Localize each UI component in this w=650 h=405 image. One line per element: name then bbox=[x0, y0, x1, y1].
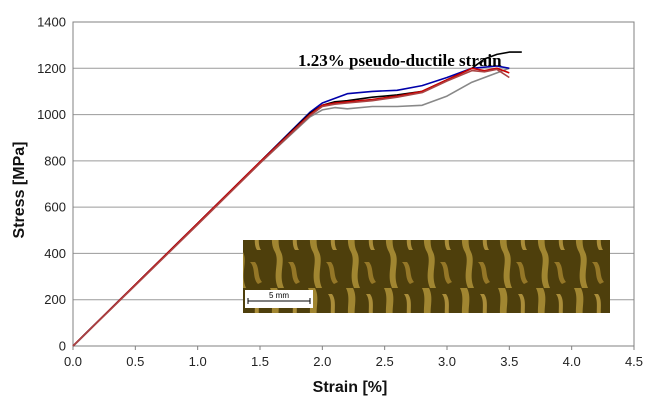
pseudo-ductile-annotation: 1.23% pseudo-ductile strain bbox=[298, 51, 502, 70]
x-tick-label: 1.0 bbox=[189, 354, 207, 369]
scale-bar-label: 5 mm bbox=[269, 291, 289, 300]
x-tick-label: 1.5 bbox=[251, 354, 269, 369]
scale-bar-box bbox=[245, 290, 313, 308]
specimen-inset: 5 mm bbox=[243, 240, 610, 313]
x-tick-label: 2.5 bbox=[376, 354, 394, 369]
plot-area bbox=[72, 21, 635, 347]
x-axis-title: Strain [%] bbox=[313, 379, 388, 396]
x-tick-label: 0.0 bbox=[64, 354, 82, 369]
y-tick-label: 1000 bbox=[37, 107, 66, 122]
y-tick-label: 800 bbox=[44, 153, 66, 168]
x-tick-label: 3.0 bbox=[438, 354, 456, 369]
y-tick-label: 600 bbox=[44, 200, 66, 215]
y-tick-label: 1400 bbox=[37, 15, 66, 30]
series-line-3 bbox=[72, 67, 510, 347]
x-tick-label: 4.5 bbox=[625, 354, 643, 369]
y-tick-label: 1200 bbox=[37, 61, 66, 76]
y-axis-title: Stress [MPa] bbox=[11, 142, 28, 239]
series-line-4 bbox=[72, 68, 510, 347]
x-tick-label: 0.5 bbox=[126, 354, 144, 369]
x-tick-label: 3.5 bbox=[500, 354, 518, 369]
x-tick-labels: 0.0 0.5 1.0 1.5 2.0 2.5 3.0 3.5 4.0 4.5 bbox=[64, 346, 643, 369]
y-tick-labels: 0 200 400 600 800 1000 1200 1400 bbox=[37, 15, 66, 354]
y-tick-label: 0 bbox=[59, 339, 66, 354]
x-tick-label: 4.0 bbox=[563, 354, 581, 369]
x-tick-label: 2.0 bbox=[313, 354, 331, 369]
series-layer bbox=[72, 51, 522, 347]
y-tick-label: 200 bbox=[44, 292, 66, 307]
y-tick-label: 400 bbox=[44, 246, 66, 261]
